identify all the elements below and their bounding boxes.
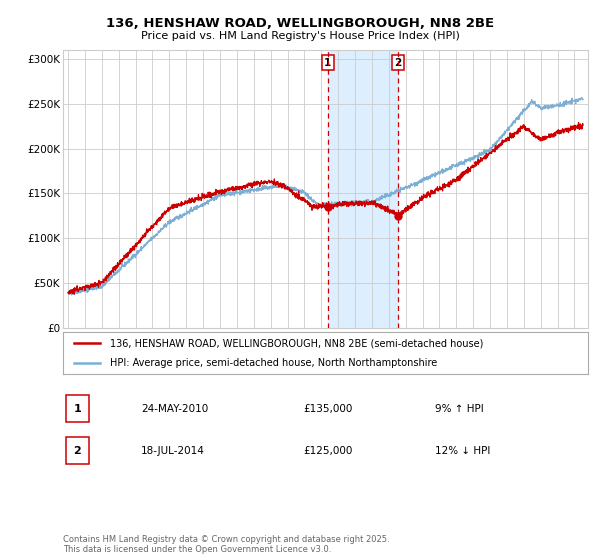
Text: £135,000: £135,000: [303, 404, 352, 414]
Text: 1: 1: [74, 404, 81, 414]
Text: 1: 1: [324, 58, 331, 68]
Text: 24-MAY-2010: 24-MAY-2010: [141, 404, 208, 414]
Text: £125,000: £125,000: [303, 446, 352, 456]
Text: 2: 2: [394, 58, 402, 68]
Text: 12% ↓ HPI: 12% ↓ HPI: [435, 446, 490, 456]
Text: 2: 2: [74, 446, 81, 456]
Text: HPI: Average price, semi-detached house, North Northamptonshire: HPI: Average price, semi-detached house,…: [110, 358, 437, 367]
Bar: [328, 50, 398, 328]
Text: Contains HM Land Registry data © Crown copyright and database right 2025.
This d: Contains HM Land Registry data © Crown c…: [63, 535, 389, 554]
Text: 136, HENSHAW ROAD, WELLINGBOROUGH, NN8 2BE: 136, HENSHAW ROAD, WELLINGBOROUGH, NN8 2…: [106, 17, 494, 30]
Text: 18-JUL-2014: 18-JUL-2014: [141, 446, 205, 456]
Text: 136, HENSHAW ROAD, WELLINGBOROUGH, NN8 2BE (semi-detached house): 136, HENSHAW ROAD, WELLINGBOROUGH, NN8 2…: [110, 338, 484, 348]
Text: Price paid vs. HM Land Registry's House Price Index (HPI): Price paid vs. HM Land Registry's House …: [140, 31, 460, 41]
Text: 9% ↑ HPI: 9% ↑ HPI: [435, 404, 484, 414]
